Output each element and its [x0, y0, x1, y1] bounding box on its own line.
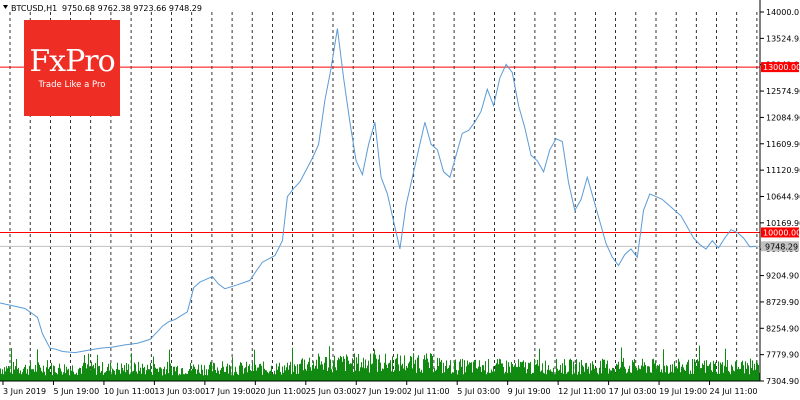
- x-tick-label: 10 Jun 11:00: [104, 387, 155, 396]
- y-tick-label: 7304.90: [766, 377, 799, 386]
- last-price-label: 9748.29: [765, 242, 798, 251]
- time-gridlines: [9, 12, 758, 381]
- y-axis: 14000.013524.9513049.9512574.9012084.901…: [760, 8, 800, 386]
- price-levels: [0, 66, 760, 247]
- y-tick-label: 11120.90: [766, 166, 800, 175]
- x-tick-label: 2 Jul 11:00: [407, 387, 450, 396]
- fxpro-logo: FxPro Trade Like a Pro: [24, 20, 120, 116]
- y-tick-label: 13524.95: [766, 34, 800, 43]
- y-tick-label: 12574.90: [766, 87, 800, 96]
- y-tick-label: 8254.90: [766, 324, 799, 333]
- x-tick-label: 25 Jun 03:00: [306, 387, 357, 396]
- price-line: [0, 28, 757, 354]
- x-tick-label: 19 Jul 19:00: [659, 387, 707, 396]
- x-tick-label: 20 Jun 11:00: [255, 387, 306, 396]
- level-tag-label: 13000.00: [763, 63, 800, 72]
- x-tick-label: 27 Jun 19:00: [356, 387, 407, 396]
- y-tick-label: 10169.90: [766, 219, 800, 228]
- x-tick-label: 5 Jun 19:00: [53, 387, 99, 396]
- chart-symbol: BTCUSD,H1: [11, 4, 57, 13]
- y-tick-label: 14000.0: [766, 8, 799, 17]
- y-tick-label: 12084.90: [766, 113, 800, 122]
- symbol-dropdown-icon[interactable]: [3, 5, 8, 9]
- x-axis: 3 Jun 2019 5 Jun 19:00 10 Jun 11:00 13 Jun …: [2, 381, 758, 396]
- y-tick-label: 11609.90: [766, 140, 800, 149]
- y-tick-label: 7779.90: [766, 351, 799, 360]
- x-tick-label: 17 Jun 19:00: [205, 387, 256, 396]
- x-tick-label: 13 Jun 03:00: [154, 387, 205, 396]
- level-tag: [761, 62, 799, 73]
- x-tick-label: 9 Jul 19:00: [508, 387, 551, 396]
- level-tag-label: 10000.00: [763, 228, 800, 237]
- last-price-tag: [761, 241, 799, 252]
- level-tag: [761, 227, 799, 238]
- y-tick-label: 10644.90: [766, 193, 800, 202]
- y-tick-label: 8729.90: [766, 298, 799, 307]
- x-tick-label: 3 Jun 2019: [3, 387, 46, 396]
- y-tick-label: 9204.90: [766, 272, 799, 281]
- x-tick-label: 17 Jul 03:00: [609, 387, 657, 396]
- logo-name: FxPro: [29, 44, 115, 79]
- x-tick-label: 24 Jul 11:00: [710, 387, 758, 396]
- volume-histogram: [0, 345, 760, 381]
- x-tick-label: 12 Jul 11:00: [558, 387, 606, 396]
- x-tick-label: 5 Jul 03:00: [457, 387, 500, 396]
- chart-ohlc: 9750.68 9762.38 9723.66 9748.29: [62, 4, 202, 13]
- logo-tagline: Trade Like a Pro: [38, 80, 106, 90]
